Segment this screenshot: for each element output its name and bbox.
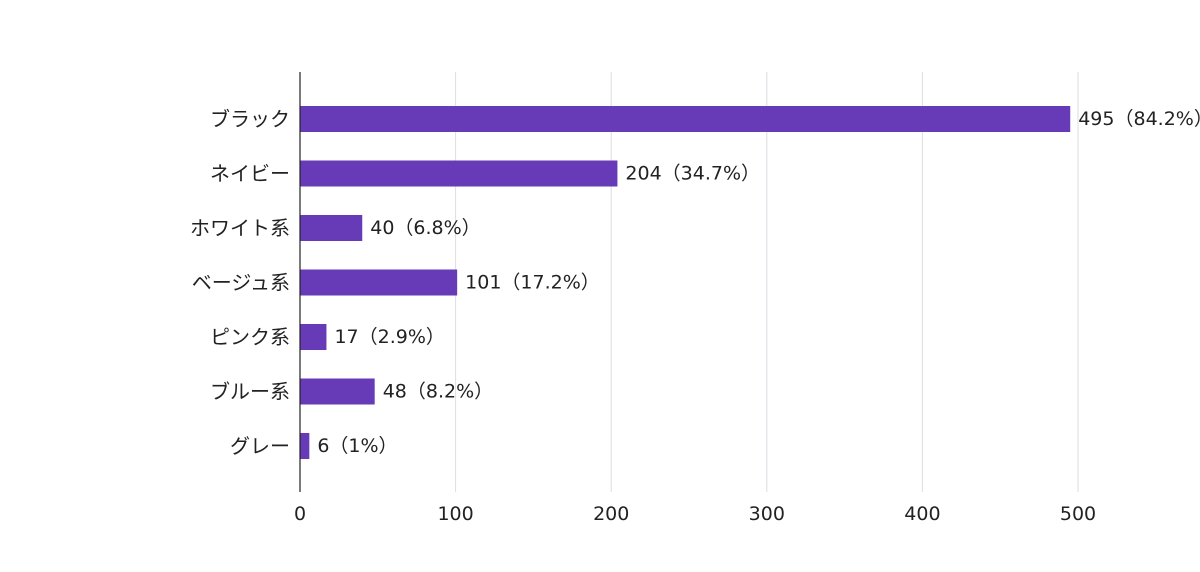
category-label-5: ブルー系 xyxy=(210,380,290,404)
category-label-2: ホワイト系 xyxy=(190,216,290,240)
category-label-6: グレー xyxy=(230,434,290,458)
bar-3 xyxy=(300,269,458,296)
data-label-6: 6（1%） xyxy=(317,435,397,457)
bar-2 xyxy=(300,215,363,241)
data-label-2: 40（6.8%） xyxy=(370,217,480,239)
bar-0 xyxy=(300,106,1071,132)
x-tick-label-400: 400 xyxy=(904,503,940,525)
data-label-4: 17（2.9%） xyxy=(334,326,444,348)
bar-6 xyxy=(300,433,310,459)
x-tick-label-300: 300 xyxy=(749,503,785,525)
category-label-4: ピンク系 xyxy=(210,325,290,349)
category-label-1: ネイビー xyxy=(210,162,290,186)
x-tick-label-500: 500 xyxy=(1060,503,1096,525)
x-tick-label-100: 100 xyxy=(437,503,473,525)
category-label-3: ベージュ系 xyxy=(192,271,290,295)
bar-5 xyxy=(300,378,375,405)
bar-1 xyxy=(300,160,618,187)
bar-4 xyxy=(300,324,327,350)
x-tick-label-200: 200 xyxy=(593,503,629,525)
data-label-3: 101（17.2%） xyxy=(465,272,600,294)
category-label-0: ブラック xyxy=(210,107,290,131)
data-label-0: 495（84.2%） xyxy=(1078,108,1200,130)
data-label-5: 48（8.2%） xyxy=(383,381,493,403)
x-tick-label-0: 0 xyxy=(294,503,306,525)
data-label-1: 204（34.7%） xyxy=(625,163,760,185)
